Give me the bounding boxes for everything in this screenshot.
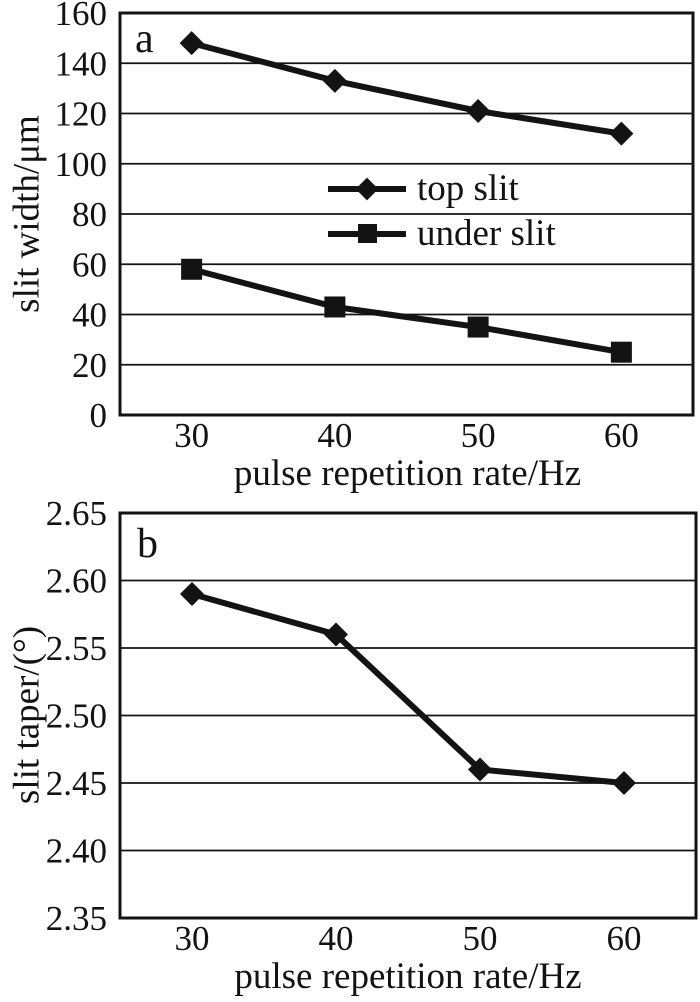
chart-a: 0 20 40 60 80 100 120 140 160 30 40 50 60 slit width…	[0, 0, 700, 500]
y-tick-label: 120	[55, 95, 108, 134]
y-axis-title-a: slit width/μm	[6, 115, 48, 313]
plot-border	[118, 11, 695, 417]
diamond-marker-icon	[328, 176, 406, 202]
square-marker	[181, 258, 203, 280]
y-tick-label: 80	[72, 195, 107, 234]
legend-label-under-slit: under slit	[417, 213, 556, 254]
legend-label-top-slit: top slit	[417, 168, 519, 209]
diamond-marker	[324, 622, 348, 647]
square-marker	[610, 341, 632, 363]
y-tick-label: 2.50	[46, 697, 107, 736]
diamond-marker	[179, 31, 204, 56]
x-tick-label: 60	[604, 416, 639, 455]
series-line	[188, 266, 625, 356]
x-tick-label: 30	[175, 919, 210, 958]
y-tick-label: 40	[72, 296, 107, 335]
y-tick-label: 2.55	[46, 629, 107, 668]
y-tick-label: 2.65	[46, 500, 107, 533]
chart-b: 2.35 2.40 2.45 2.50 2.55 2.60 2.65 30 40 50 60 sli…	[0, 500, 700, 1002]
square-marker-icon	[328, 221, 406, 247]
legend-item-top-slit: top slit	[328, 166, 556, 211]
legend-item-under-slit: under slit	[328, 211, 556, 256]
plot-border	[118, 511, 698, 920]
y-tick-label: 2.35	[46, 899, 107, 938]
y-tick-label: 100	[55, 145, 108, 184]
y-tick-label: 20	[72, 346, 107, 385]
x-tick-label: 40	[319, 919, 354, 958]
y-tick-label: 140	[55, 44, 108, 83]
y-tick-label: 60	[72, 245, 107, 284]
x-tick-label: 30	[174, 416, 209, 455]
y-tick-label: 160	[55, 0, 108, 33]
x-axis-title-a: pulse repetition rate/Hz	[233, 453, 582, 494]
panel-label-b: b	[137, 521, 158, 567]
x-tick-label: 40	[317, 416, 352, 455]
y-tick-label: 2.40	[46, 832, 107, 871]
diamond-glyph	[355, 177, 379, 200]
square-marker	[324, 296, 346, 318]
diamond-marker	[180, 582, 204, 606]
diamond-marker	[609, 121, 634, 146]
y-axis-title-b: slit taper/(°)	[6, 625, 48, 805]
y-tick-label: 2.45	[46, 764, 107, 803]
plot-area-a: 0 20 40 60 80 100 120 140 160 30 40 50 60	[55, 0, 695, 455]
square-marker	[467, 316, 489, 338]
legend: top slit under slit	[328, 166, 556, 256]
panel-label-a: a	[135, 16, 154, 62]
series-line	[188, 40, 625, 137]
plot-area-b: 2.35 2.40 2.45 2.50 2.55 2.60 2.65 30 40 50 60	[46, 500, 698, 958]
series-line	[189, 591, 627, 786]
y-tick-label: 0	[90, 396, 108, 435]
diamond-marker	[612, 771, 636, 795]
diamond-marker	[468, 757, 492, 782]
square-glyph	[358, 223, 377, 243]
diamond-marker	[466, 98, 491, 123]
x-tick-label: 60	[607, 919, 642, 958]
y-tick-label: 2.60	[46, 562, 107, 601]
x-tick-label: 50	[463, 919, 498, 958]
x-tick-label: 50	[461, 416, 496, 455]
x-axis-title-b: pulse repetition rate/Hz	[234, 956, 582, 997]
diamond-marker	[322, 68, 347, 93]
